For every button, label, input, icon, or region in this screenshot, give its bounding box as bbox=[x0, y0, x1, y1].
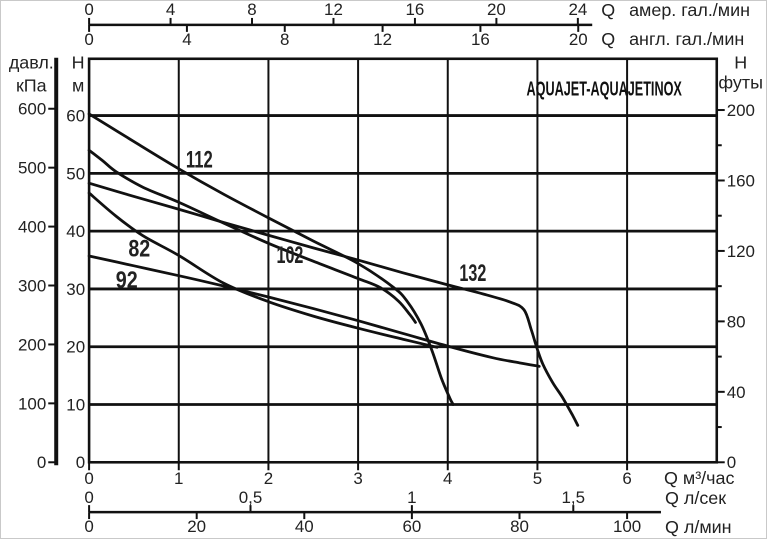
tick-label-kpa-0: 0 bbox=[37, 453, 46, 472]
curve-label-102: 102 bbox=[276, 242, 303, 269]
curves-layer bbox=[87, 112, 580, 427]
tick-label-us-gpm-0: 0 bbox=[84, 1, 93, 19]
tick-label-m-60: 60 bbox=[66, 107, 85, 126]
tick-label-ft-40: 40 bbox=[727, 383, 746, 402]
axis-q-lsec: Q bbox=[665, 488, 679, 508]
tick-label-ft-80: 80 bbox=[727, 312, 746, 331]
tick-label-kpa-300: 300 bbox=[18, 276, 46, 295]
tick-label-us-gpm-4: 4 bbox=[166, 1, 175, 19]
tick-label-kpa-500: 500 bbox=[18, 159, 46, 178]
tick-label-lmin-100: 100 bbox=[613, 517, 641, 536]
axis-unit-lsec: л/сек bbox=[684, 488, 726, 508]
curve-labels-layer: 112 102 132 82 92 bbox=[116, 146, 487, 294]
axis-unit-us-gpm: амер. гал./мин bbox=[629, 1, 750, 20]
tick-label-m-10: 10 bbox=[66, 395, 85, 414]
curve-92 bbox=[87, 254, 541, 368]
tick-label-kpa-100: 100 bbox=[18, 394, 46, 413]
tick-label-lsec-1.5: 1,5 bbox=[562, 488, 586, 507]
axis-unit-m3h: м³/час bbox=[683, 468, 735, 488]
axis-title-feet: футы bbox=[718, 73, 763, 93]
axis-title-kpa: кПа bbox=[16, 76, 47, 96]
tick-label-m3h-3: 3 bbox=[353, 469, 362, 488]
tick-label-us-gpm-8: 8 bbox=[247, 1, 256, 19]
tick-label-ft-160: 160 bbox=[727, 171, 755, 190]
tick-label-uk-gpm-8: 8 bbox=[280, 30, 289, 49]
tick-label-m-20: 20 bbox=[66, 338, 85, 357]
tick-label-uk-gpm-4: 4 bbox=[182, 30, 191, 49]
curve-132 bbox=[87, 181, 580, 427]
tick-label-m3h-5: 5 bbox=[533, 469, 542, 488]
curve-112 bbox=[87, 112, 455, 406]
axis-title-pressure: давл. bbox=[9, 53, 54, 73]
curve-label-132: 132 bbox=[459, 260, 486, 287]
tick-label-us-gpm-12: 12 bbox=[324, 1, 343, 19]
tick-label-us-gpm-24: 24 bbox=[568, 1, 587, 19]
tick-label-uk-gpm-0: 0 bbox=[84, 30, 93, 49]
tick-label-m3h-0: 0 bbox=[84, 469, 93, 488]
axis-q-uk-gpm: Q bbox=[601, 29, 615, 49]
tick-label-uk-gpm-20: 20 bbox=[569, 30, 588, 49]
tick-label-lmin-80: 80 bbox=[510, 517, 529, 536]
tick-label-lmin-60: 60 bbox=[402, 517, 421, 536]
tick-label-m3h-2: 2 bbox=[264, 469, 273, 488]
curve-102 bbox=[87, 148, 417, 324]
tick-label-lmin-40: 40 bbox=[295, 517, 314, 536]
tick-label-uk-gpm-16: 16 bbox=[471, 30, 490, 49]
tick-label-m3h-4: 4 bbox=[443, 469, 452, 488]
tick-label-m3h-6: 6 bbox=[622, 469, 631, 488]
tick-label-m-0: 0 bbox=[76, 453, 85, 472]
tick-label-lsec-0: 0 bbox=[84, 488, 93, 507]
tick-label-ft-120: 120 bbox=[727, 242, 755, 261]
tick-label-m-50: 50 bbox=[66, 164, 85, 183]
axis-q-lmin: Q bbox=[665, 517, 679, 537]
tick-label-m3h-1: 1 bbox=[174, 469, 183, 488]
tick-label-lmin-20: 20 bbox=[187, 517, 206, 536]
tick-label-lmin-0: 0 bbox=[84, 517, 93, 536]
curve-label-92: 92 bbox=[116, 267, 138, 294]
tick-label-ft-200: 200 bbox=[727, 101, 755, 120]
tick-label-kpa-600: 600 bbox=[18, 100, 46, 119]
tick-label-lsec-0.5: 0,5 bbox=[239, 488, 263, 507]
tick-label-ft-0: 0 bbox=[727, 453, 736, 472]
tick-label-m-40: 40 bbox=[66, 222, 85, 241]
axis-q-us-gpm: Q bbox=[601, 1, 615, 20]
tick-label-us-gpm-20: 20 bbox=[487, 1, 506, 19]
grid-layer bbox=[87, 57, 719, 464]
axis-unit-uk-gpm: англ. гал./мин bbox=[629, 29, 744, 49]
curve-82 bbox=[87, 191, 439, 349]
axis-title-meters: м bbox=[72, 76, 84, 96]
plot-border bbox=[87, 57, 719, 464]
axis-unit-lmin: л/мин bbox=[684, 517, 732, 537]
curve-label-112: 112 bbox=[186, 146, 213, 173]
tick-label-uk-gpm-12: 12 bbox=[373, 30, 392, 49]
tick-label-kpa-200: 200 bbox=[18, 335, 46, 354]
axis-q-m3h: Q bbox=[664, 468, 678, 488]
tick-label-lsec-1: 1 bbox=[407, 488, 416, 507]
curve-label-82: 82 bbox=[128, 235, 150, 262]
tick-label-us-gpm-16: 16 bbox=[406, 1, 425, 19]
tick-label-kpa-400: 400 bbox=[18, 218, 46, 237]
axis-title-head-left: Н bbox=[72, 53, 85, 73]
chart-title: AQUAJET-AQUAJETINOX bbox=[526, 79, 682, 101]
tick-label-m-30: 30 bbox=[66, 280, 85, 299]
axis-title-head-right: Н bbox=[734, 53, 747, 73]
